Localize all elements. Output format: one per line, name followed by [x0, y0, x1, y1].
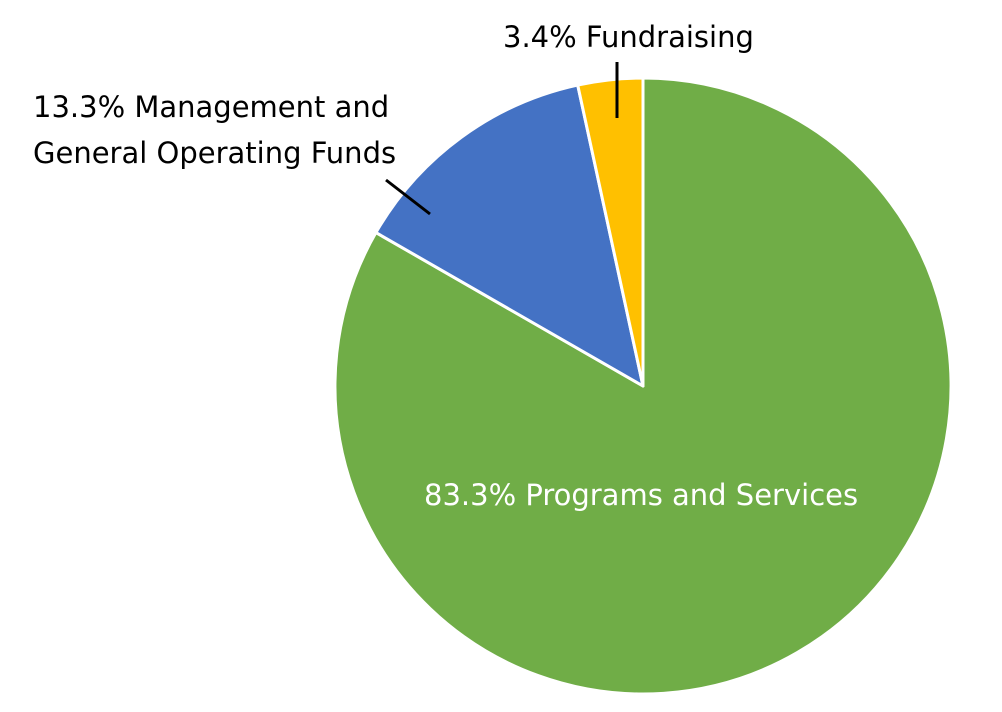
slice-programs-and-services	[333, 76, 953, 696]
pie-slices	[333, 76, 953, 696]
label-management-line2: General Operating Funds	[33, 136, 396, 170]
leader-line-management	[385, 178, 431, 216]
slice-management-and-general	[374, 83, 645, 388]
label-fundraising: 3.4% Fundraising	[503, 20, 754, 54]
label-programs: 83.3% Programs and Services	[424, 478, 858, 512]
label-management-line1: 13.3% Management and	[33, 90, 389, 124]
slice-fundraising	[576, 76, 645, 388]
